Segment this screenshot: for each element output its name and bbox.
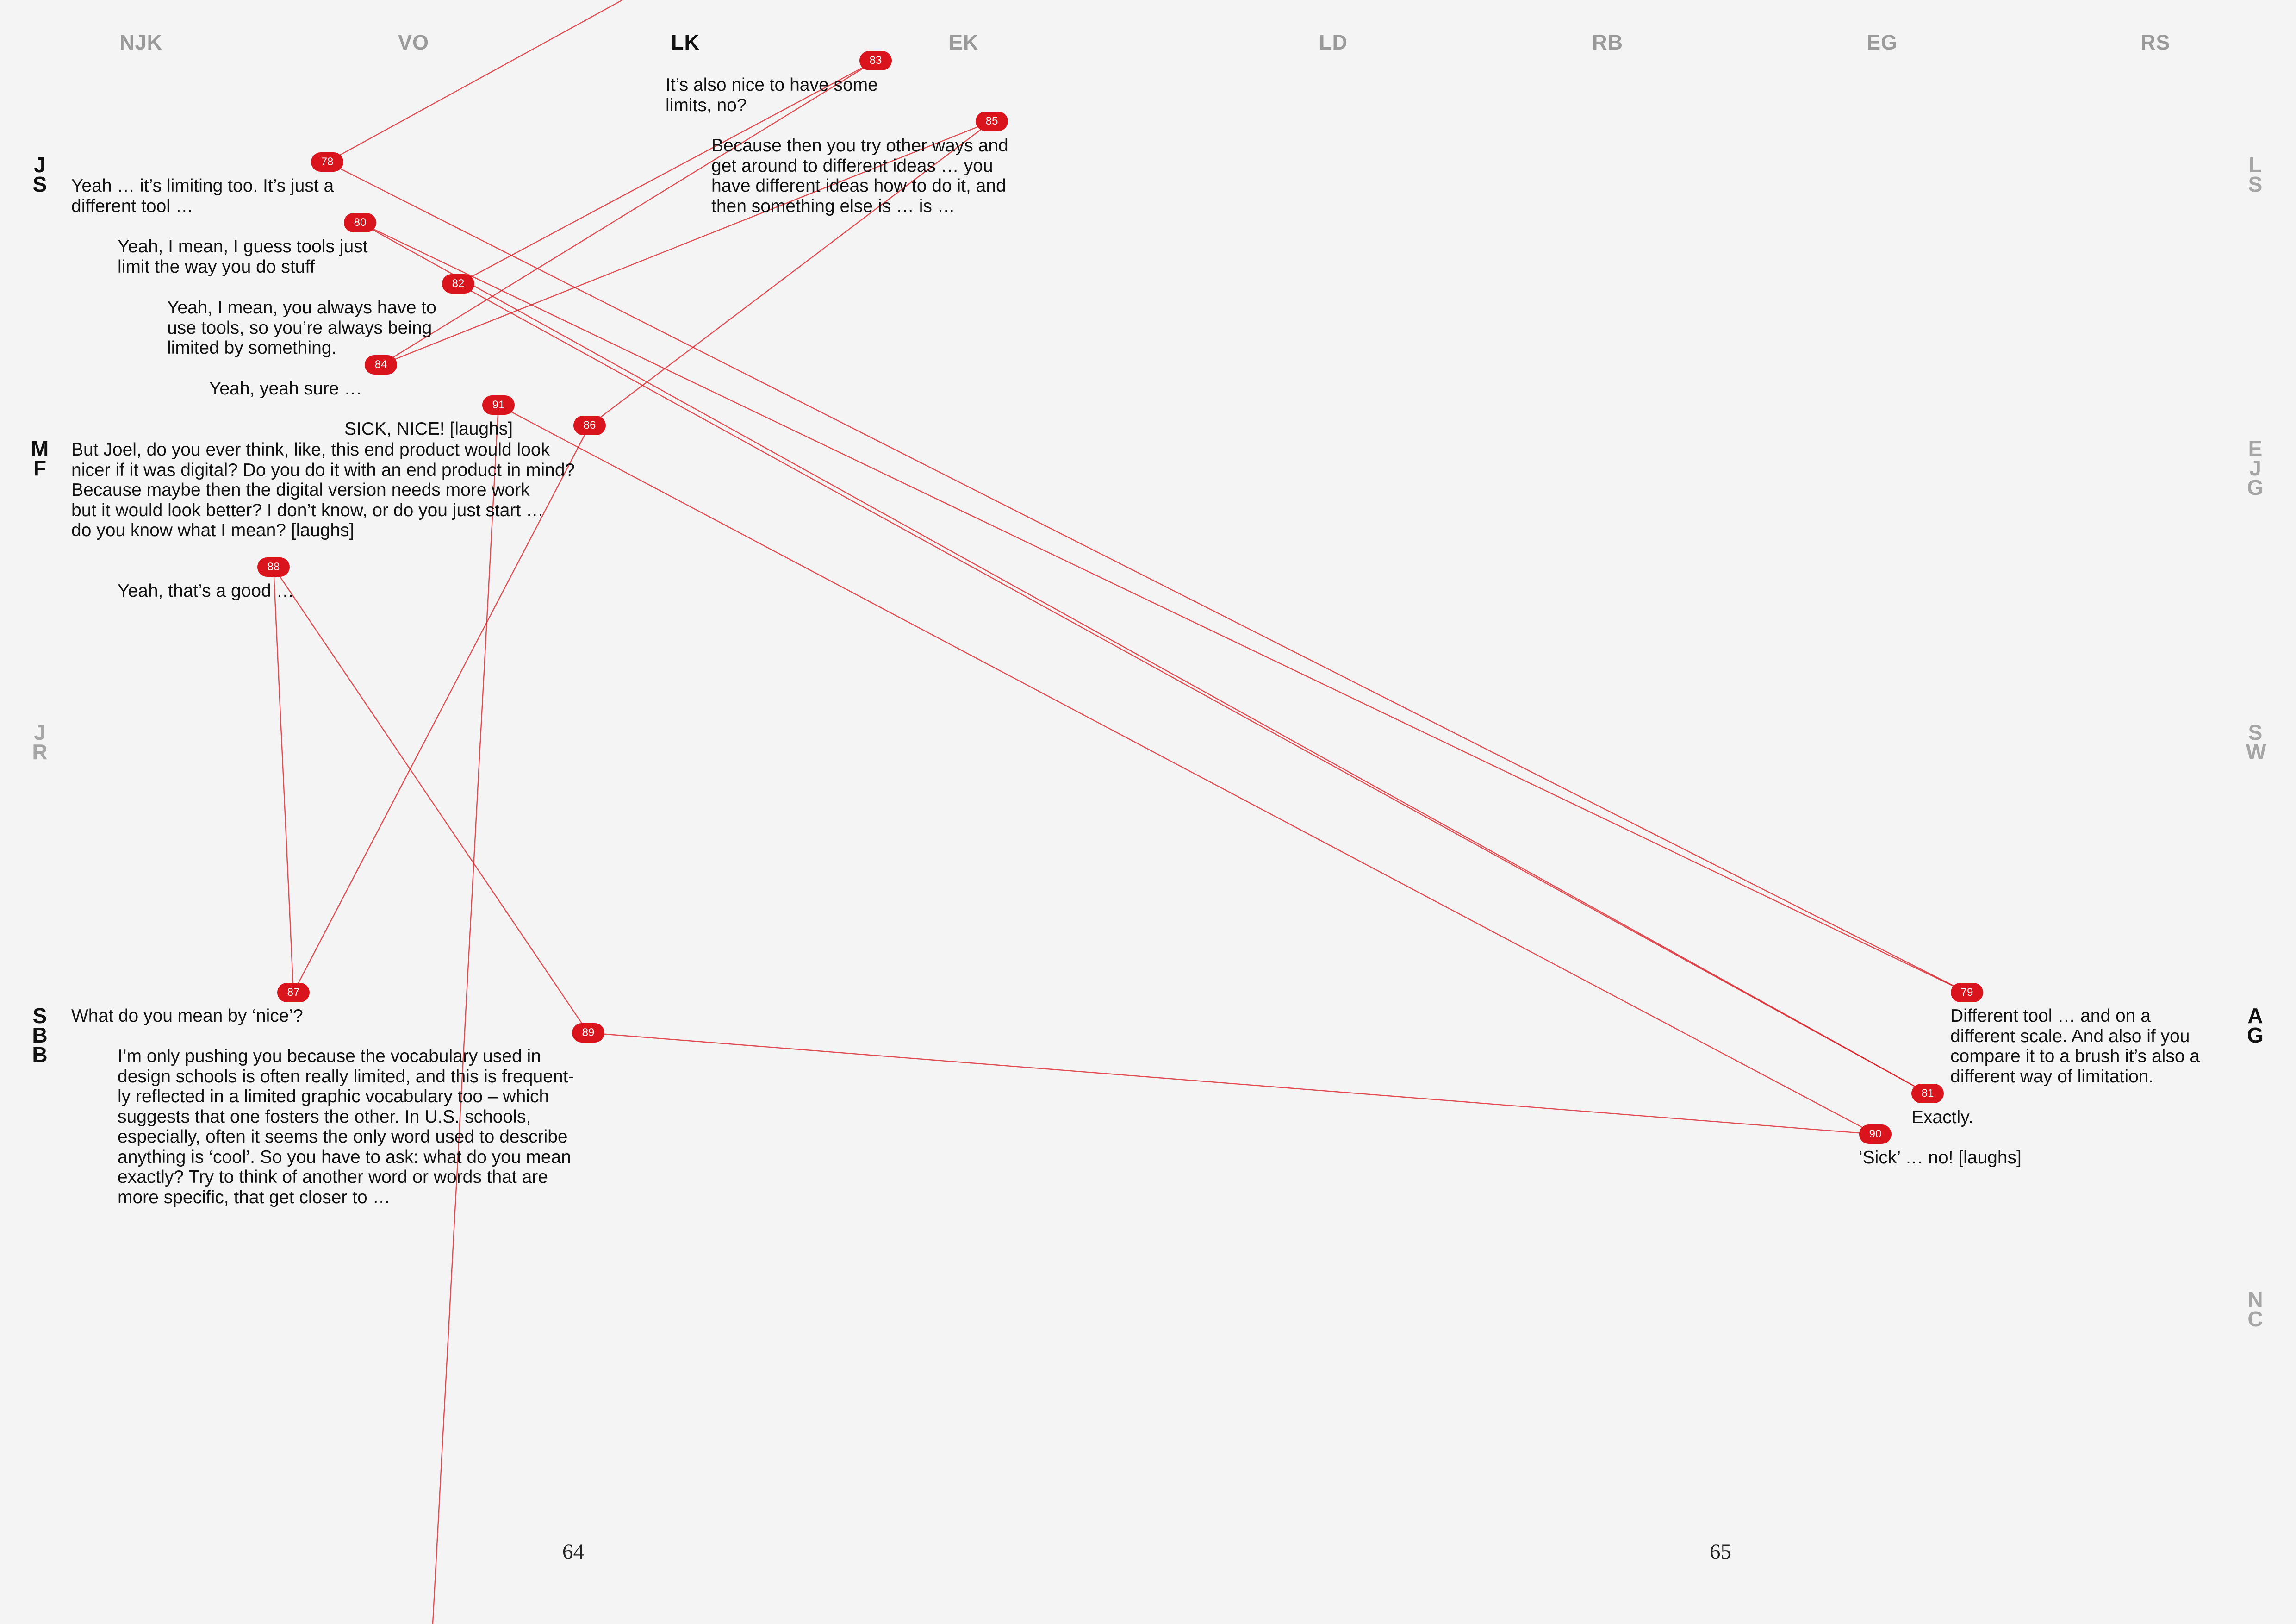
row-letter: L <box>2248 153 2262 177</box>
row-label-ag: A G <box>2246 1004 2265 1047</box>
row-label-mf: M F <box>31 437 49 480</box>
connector-line <box>589 121 992 426</box>
column-header-njk: NJK <box>119 31 163 54</box>
utterance-89-text: I’m only pushing you because the vocabul… <box>118 1046 574 1207</box>
utterance-85-text: Because then you try other ways and get … <box>711 136 1008 216</box>
row-letter: S <box>2248 172 2263 196</box>
utterance-83-text: It’s also nice to have some limits, no? <box>666 75 878 115</box>
row-letter: J <box>2249 456 2261 480</box>
connector-line <box>360 222 1967 993</box>
row-letter: J <box>34 153 46 177</box>
row-label-ejg: E J G <box>2246 437 2265 500</box>
row-letter: W <box>2246 740 2266 764</box>
connector-line <box>458 60 876 285</box>
utterance-badge-86: 86 <box>573 416 606 435</box>
utterance-87-text: What do you mean by ‘nice’? <box>71 1006 303 1026</box>
utterance-badge-81: 81 <box>1911 1084 1944 1103</box>
utterance-81-text: Exactly. <box>1911 1107 1973 1127</box>
utterance-84-text: Yeah, yeah sure … <box>209 379 362 399</box>
utterance-79-text: Different tool … and on a different scal… <box>1950 1006 2200 1087</box>
connector-line <box>458 283 1928 1094</box>
row-letter: G <box>2247 1023 2264 1047</box>
row-letter: S <box>2248 720 2263 744</box>
utterance-badge-82: 82 <box>442 274 474 294</box>
utterance-badge-78: 78 <box>311 152 343 172</box>
page-number-left: 64 <box>562 1540 584 1564</box>
connector-line <box>273 567 294 993</box>
column-header-vo: VO <box>398 31 429 54</box>
utterance-badge-89: 89 <box>572 1023 604 1043</box>
utterance-90-text: ‘Sick’ … no! [laughs] <box>1859 1148 2022 1168</box>
column-header-ek: EK <box>949 31 979 54</box>
utterance-91-text: SICK, NICE! [laughs] <box>344 419 513 439</box>
utterance-86-text: But Joel, do you ever think, like, this … <box>71 440 575 540</box>
row-letter: M <box>31 437 49 461</box>
utterance-80-text: Yeah, I mean, I guess tools just limit t… <box>118 237 368 277</box>
utterance-badge-87: 87 <box>277 983 310 1002</box>
row-letter: A <box>2247 1004 2263 1028</box>
connector-line <box>273 567 589 1033</box>
row-letter: S <box>32 1004 47 1028</box>
connector-line <box>498 404 1876 1135</box>
utterance-badge-83: 83 <box>859 51 892 70</box>
utterance-88-text: Yeah, that’s a good … <box>118 581 294 601</box>
row-letter: B <box>32 1023 48 1047</box>
row-letter: S <box>32 172 47 196</box>
row-letter: E <box>2248 437 2263 461</box>
utterance-78-text: Yeah … it’s limiting too. It’s just a di… <box>71 176 334 216</box>
row-letter: F <box>33 456 47 480</box>
connector-line <box>292 425 591 993</box>
row-label-jr: J R <box>31 720 49 764</box>
utterance-badge-84: 84 <box>365 355 397 375</box>
row-letter: J <box>34 720 46 744</box>
row-letter: B <box>32 1043 48 1067</box>
row-label-sbb: S B B <box>31 1004 49 1067</box>
connector-line <box>380 60 876 366</box>
utterance-badge-91: 91 <box>482 395 515 415</box>
utterance-badge-88: 88 <box>257 557 290 577</box>
column-header-rb: RB <box>1592 31 1623 54</box>
column-header-lk: LK <box>671 31 700 54</box>
utterance-82-text: Yeah, I mean, you always have to use too… <box>167 298 436 358</box>
row-label-sw: S W <box>2246 720 2266 764</box>
page-number-right: 65 <box>1710 1540 1731 1564</box>
column-header-eg: EG <box>1867 31 1898 54</box>
row-label-ls: L S <box>2246 153 2265 196</box>
row-letter: C <box>2247 1307 2263 1331</box>
utterance-badge-79: 79 <box>1951 983 1983 1002</box>
connector-line <box>327 161 1967 993</box>
utterance-badge-85: 85 <box>976 112 1008 131</box>
row-label-js: J S <box>31 153 49 196</box>
connector-line-in <box>327 0 623 163</box>
connector-line-out <box>432 405 499 1624</box>
row-label-nc: N C <box>2246 1287 2265 1331</box>
row-letter: R <box>32 740 48 764</box>
connector-line <box>380 120 992 366</box>
column-header-ld: LD <box>1319 31 1348 54</box>
utterance-badge-90: 90 <box>1859 1124 1892 1144</box>
row-letter: G <box>2247 475 2264 500</box>
row-letter: N <box>2247 1287 2263 1312</box>
connector-line <box>360 222 1928 1094</box>
connector-line <box>588 1032 1876 1135</box>
utterance-badge-80: 80 <box>344 213 376 232</box>
column-header-rs: RS <box>2140 31 2171 54</box>
